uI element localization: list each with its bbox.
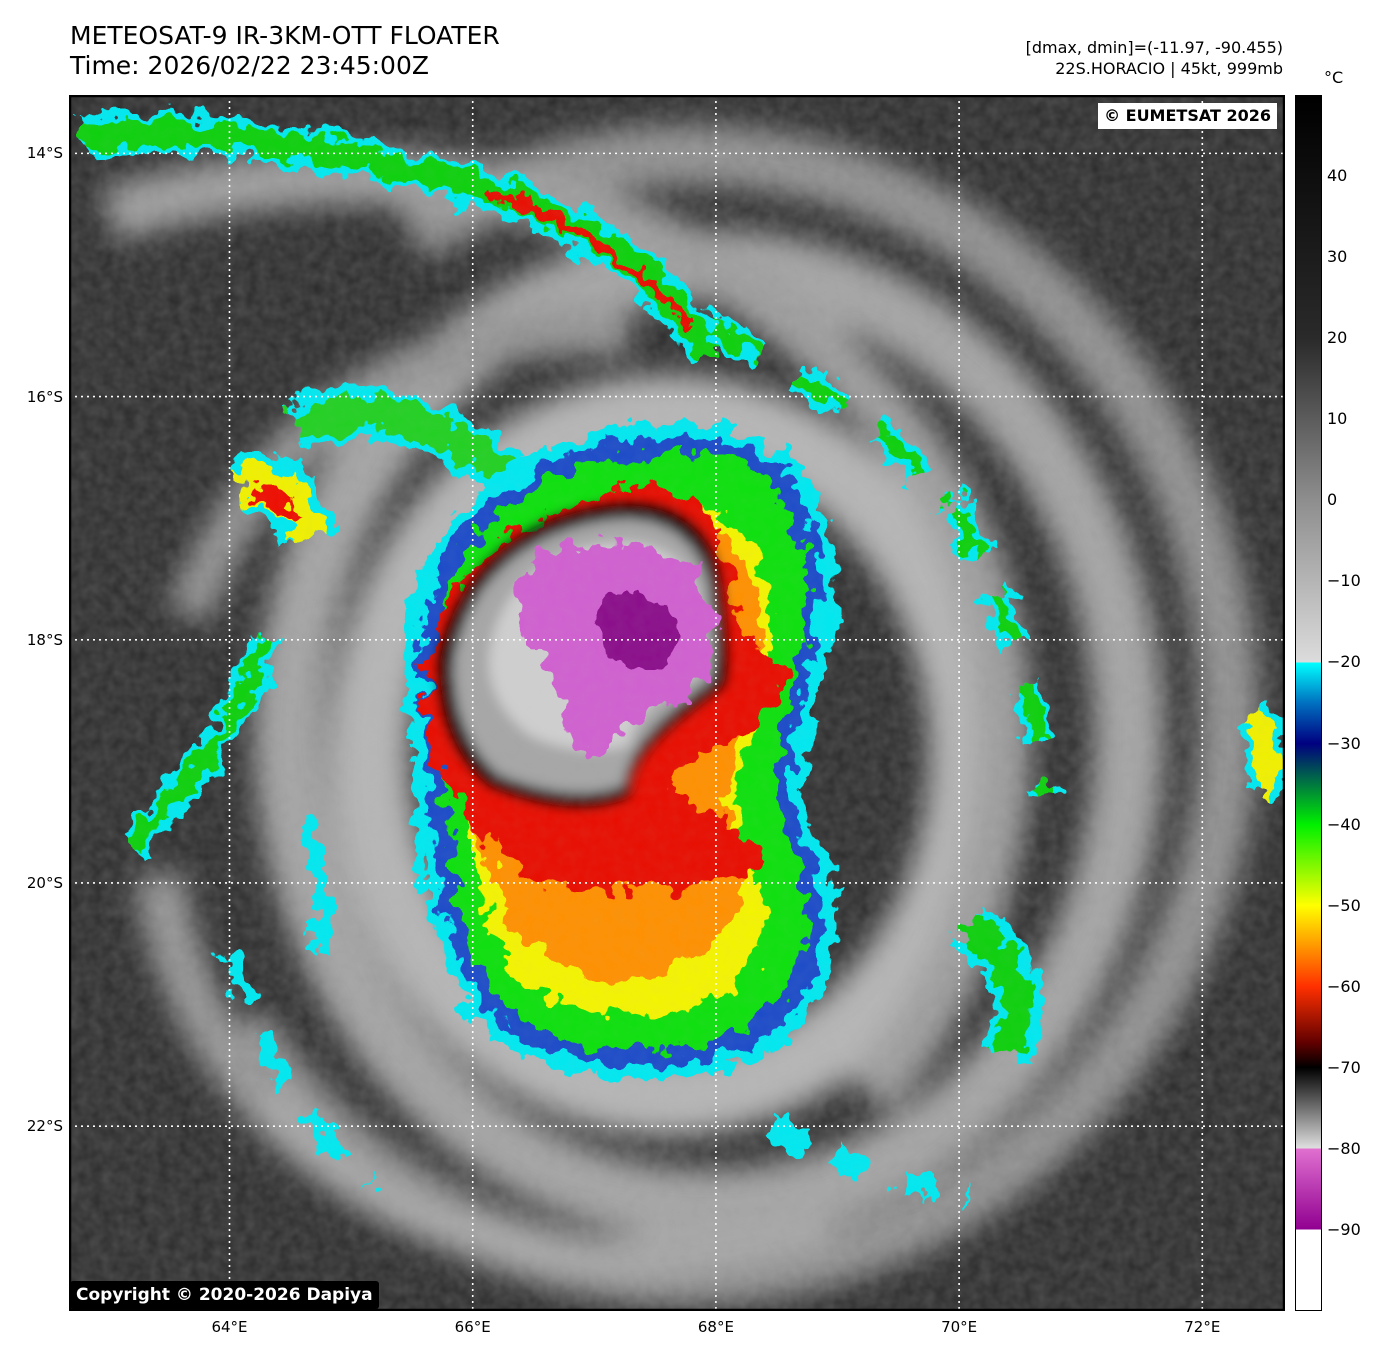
colorbar-tick-label: −10: [1327, 571, 1361, 591]
colorbar-tick-label: −20: [1327, 652, 1361, 672]
colorbar-tick-label: −50: [1327, 895, 1361, 915]
colorbar-tick-label: 0: [1327, 490, 1338, 510]
lon-label: 66°E: [454, 1318, 491, 1336]
colorbar-tick-label: −60: [1327, 976, 1361, 996]
colorbar-tick-label: 10: [1327, 409, 1348, 429]
lon-label: 64°E: [211, 1318, 248, 1336]
colorbar-tick-label: 20: [1327, 328, 1348, 348]
chart-title: METEOSAT-9 IR-3KM-OTT FLOATER: [70, 21, 500, 50]
eumetsat-copyright: © EUMETSAT 2026: [1098, 103, 1277, 129]
colorbar-tick-label: −30: [1327, 733, 1361, 753]
colorbar-tick-label: 40: [1327, 166, 1348, 186]
colorbar-tick-label: −40: [1327, 814, 1361, 834]
lon-label: 72°E: [1184, 1318, 1221, 1336]
lat-label: 16°S: [26, 387, 63, 406]
colorbar-tick-label: 30: [1327, 247, 1348, 267]
lon-label: 70°E: [941, 1318, 978, 1336]
lat-label: 18°S: [26, 630, 63, 649]
map-frame: [69, 95, 1285, 1311]
dmax-dmin-readout: [dmax, dmin]=(-11.97, -90.455): [1025, 38, 1283, 57]
dapiya-copyright: Copyright © 2020-2026 Dapiya: [70, 1281, 379, 1309]
lon-label: 68°E: [697, 1318, 734, 1336]
lat-label: 20°S: [26, 873, 63, 892]
colorbar: [1295, 95, 1322, 1311]
colorbar-tick-label: −80: [1327, 1138, 1361, 1158]
satellite-map: [69, 95, 1285, 1311]
lat-label: 14°S: [26, 144, 63, 163]
storm-info: 22S.HORACIO | 45kt, 999mb: [1055, 59, 1283, 78]
colorbar-tick-label: −90: [1327, 1219, 1361, 1239]
lat-lon-grid: [69, 95, 1285, 1311]
colorbar-tick-label: −70: [1327, 1057, 1361, 1077]
lat-label: 22°S: [26, 1117, 63, 1136]
colorbar-unit: °C: [1324, 68, 1344, 87]
timestamp: Time: 2026/02/22 23:45:00Z: [70, 51, 429, 80]
